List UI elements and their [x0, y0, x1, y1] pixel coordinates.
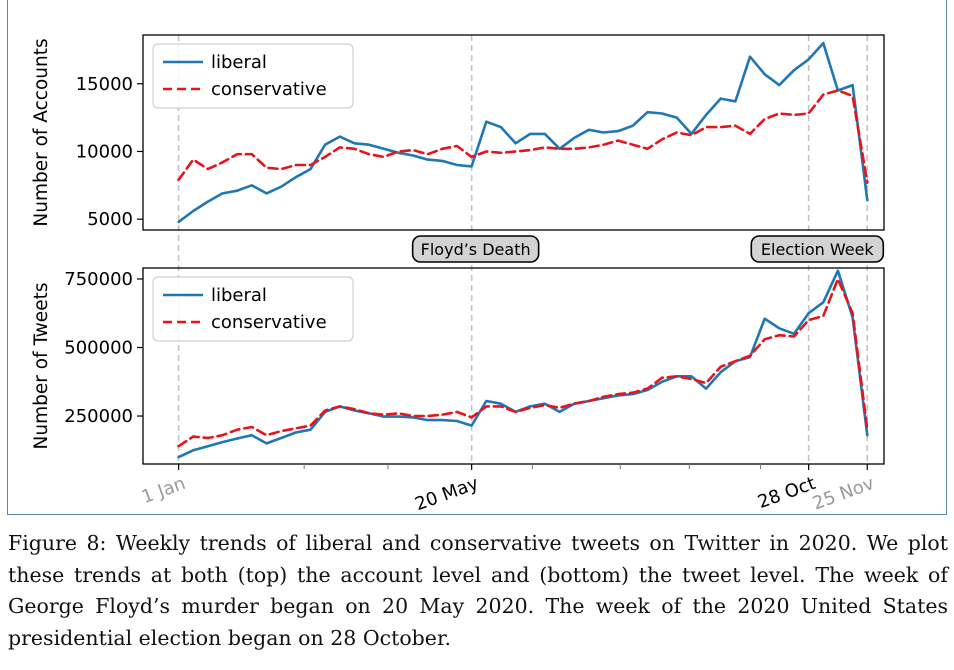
legend-label-liberal: liberal — [211, 285, 267, 306]
x-tick-label: 20 May — [412, 473, 481, 515]
annotation-pill — [750, 235, 885, 263]
chart-area: 5000 10000 15000 Number of Accounts liberal c… — [31, 34, 885, 515]
figure-caption: Figure 8: Weekly trends of liberal and c… — [8, 531, 948, 650]
annotation-label: Election Week — [761, 240, 875, 259]
annotation-label: Floyd’s Death — [421, 240, 531, 259]
y-tick-label: 15000 — [76, 74, 133, 95]
plot-frame — [142, 267, 885, 465]
x-tick-label: 1 Jan — [139, 473, 188, 508]
x-tick-label: 25 Nov — [810, 473, 877, 515]
y-tick-label: 250000 — [64, 406, 133, 427]
y-tick-label: 500000 — [64, 337, 133, 358]
legend-label-conservative: conservative — [211, 79, 327, 100]
panel-accounts: 5000 10000 15000 Number of Accounts liberal c… — [31, 34, 885, 231]
y-axis-label: Number of Accounts — [31, 38, 52, 226]
series-line-conservative — [177, 89, 869, 184]
legend-box — [152, 276, 354, 342]
x-tick-label: 28 Oct — [755, 473, 818, 513]
legend-label-conservative: conservative — [211, 312, 327, 333]
series-line-liberal — [177, 41, 869, 224]
y-tick-label: 750000 — [64, 269, 133, 290]
y-axis-label: Number of Tweets — [31, 283, 52, 450]
legend-label-liberal: liberal — [211, 52, 267, 73]
plot-frame — [142, 34, 885, 231]
figure-frame — [7, 0, 947, 515]
annotation-pill — [411, 235, 540, 263]
panel-tweets: 250000 500000 750000 Number of Tweets libera… — [31, 267, 885, 515]
y-tick-label: 10000 — [76, 141, 133, 162]
legend-box — [152, 43, 354, 109]
series-line-conservative — [177, 277, 869, 448]
y-tick-label: 5000 — [87, 209, 133, 230]
